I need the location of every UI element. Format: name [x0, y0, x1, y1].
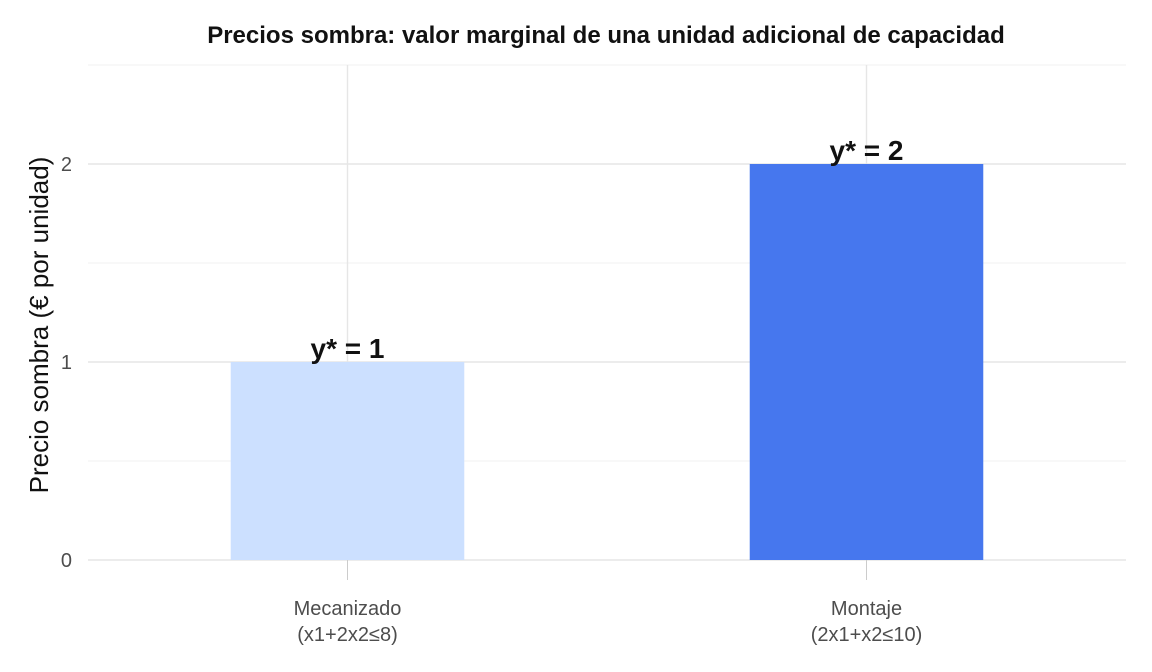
- x-category-label: Mecanizado: [294, 598, 402, 620]
- y-tick-label: 2: [61, 154, 72, 176]
- y-tick-label: 1: [61, 352, 72, 374]
- labels-layer: 0 1 2 y* = 1 Mecanizado (x1+2x2≤8) y* = 2 Monta…: [61, 135, 922, 646]
- bar: [230, 362, 465, 560]
- y-tick-label: 0: [61, 550, 72, 572]
- x-category-label: (2x1+x2≤10): [811, 624, 923, 646]
- bar: [749, 164, 984, 560]
- chart-title: Precios sombra: valor marginal de una un…: [207, 22, 1005, 49]
- bar-data-label: y* = 2: [830, 135, 904, 166]
- bar-data-label: y* = 1: [311, 333, 385, 364]
- y-axis-title: Precio sombra (€ por unidad): [24, 157, 54, 494]
- x-category-label: (x1+2x2≤8): [297, 624, 397, 646]
- x-category-label: Montaje: [831, 598, 902, 620]
- bars-layer: [230, 164, 984, 560]
